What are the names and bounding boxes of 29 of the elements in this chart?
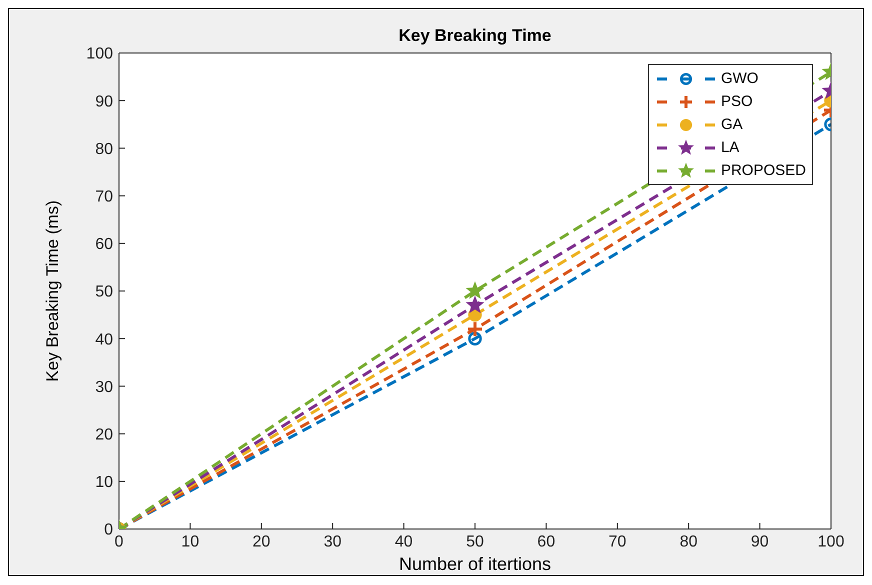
- x-tick-label: 10: [181, 533, 200, 550]
- y-tick-label: 0: [104, 522, 114, 539]
- legend-label: LA: [720, 139, 740, 156]
- y-tick-label: 50: [95, 284, 114, 301]
- legend-label: PSO: [720, 93, 753, 110]
- legend-label: GWO: [720, 70, 758, 87]
- y-tick-label: 10: [95, 474, 114, 492]
- y-tick-label: 100: [86, 46, 114, 63]
- x-tick-label: 40: [394, 533, 413, 550]
- y-tick-label: 60: [95, 236, 114, 254]
- x-tick-label: 50: [466, 533, 484, 550]
- x-tick-label: 90: [750, 533, 769, 550]
- y-tick-label: 70: [95, 188, 114, 206]
- y-tick-label: 80: [95, 140, 114, 158]
- y-tick-label: 20: [95, 426, 114, 444]
- x-tick-label: 100: [818, 533, 844, 550]
- y-tick-label: 40: [95, 331, 114, 348]
- x-tick-label: 20: [252, 533, 270, 550]
- y-tick-label: 90: [95, 93, 114, 110]
- chart-title: Key Breaking Time: [398, 26, 552, 46]
- y-axis-title: Key Breaking Time (ms): [43, 200, 63, 382]
- x-tick-label: 80: [680, 533, 698, 550]
- x-axis-title: Number of itertions: [398, 554, 552, 575]
- y-tick-label: 30: [95, 378, 114, 396]
- legend-label: GA: [720, 116, 743, 133]
- legend-label: PROPOSED: [720, 162, 806, 179]
- x-tick-label: 30: [324, 533, 342, 550]
- x-tick-label: 60: [537, 533, 556, 550]
- x-tick-label: 70: [608, 533, 626, 550]
